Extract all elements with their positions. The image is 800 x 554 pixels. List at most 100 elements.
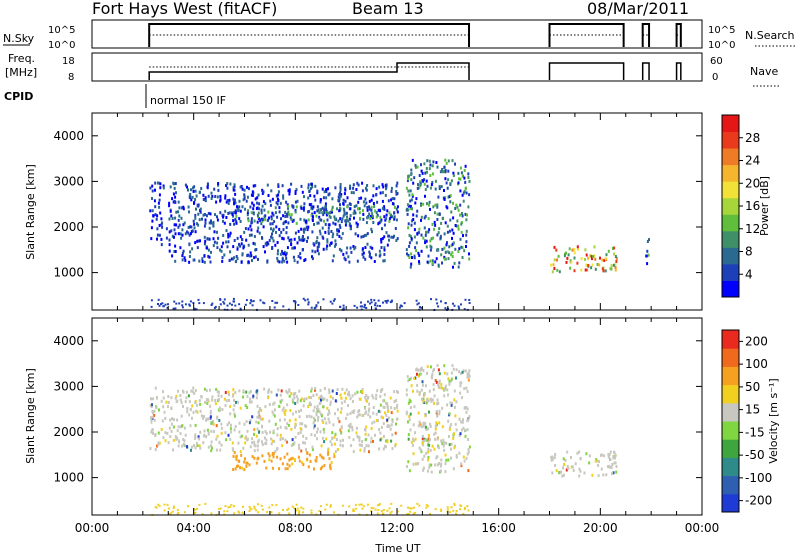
echo-cell	[189, 424, 192, 428]
echo-cell	[312, 215, 314, 219]
echo-cell	[431, 261, 434, 265]
echo-cell	[181, 300, 184, 303]
echo-cell	[395, 239, 398, 242]
echo-cell	[247, 243, 250, 247]
echo-cell	[396, 210, 399, 214]
echo-cell	[428, 463, 431, 467]
echo-cell	[319, 198, 322, 202]
echo-cell	[416, 383, 419, 387]
echo-cell	[253, 219, 256, 223]
echo-cell	[342, 198, 345, 202]
echo-cell	[343, 209, 346, 213]
echo-cell	[304, 441, 307, 445]
echo-cell	[188, 233, 191, 237]
echo-cell	[389, 213, 392, 217]
echo-cell	[310, 403, 312, 407]
echo-cell	[435, 298, 438, 301]
echo-cell	[329, 504, 332, 507]
velocity-colorbar-swatches	[722, 330, 739, 513]
echo-cell	[252, 241, 255, 245]
echo-cell	[340, 407, 343, 411]
echo-cell	[444, 221, 447, 225]
echo-cell	[204, 198, 207, 202]
echo-cell	[316, 418, 319, 422]
echo-cell	[458, 261, 461, 265]
echo-cell	[332, 423, 335, 427]
echo-cell	[152, 431, 155, 435]
echo-cell	[375, 412, 378, 416]
echo-cell	[410, 237, 413, 241]
echo-cell	[253, 505, 256, 508]
echo-cell	[177, 439, 180, 443]
echo-cell	[395, 184, 398, 188]
echo-cell	[435, 257, 438, 261]
echo-cell	[333, 442, 336, 446]
echo-cell	[222, 215, 225, 219]
echo-cell	[413, 405, 416, 409]
echo-cell	[301, 461, 304, 465]
echo-cell	[257, 217, 260, 221]
echo-cell	[356, 306, 359, 309]
echo-cell	[251, 201, 254, 205]
echo-cell	[168, 513, 171, 515]
echo-cell	[383, 444, 386, 448]
echo-cell	[150, 237, 153, 241]
echo-cell	[560, 470, 563, 474]
echo-cell	[190, 225, 193, 229]
echo-cell	[293, 392, 296, 396]
echo-cell	[277, 183, 280, 187]
echo-cell	[596, 263, 599, 266]
echo-cell	[308, 414, 311, 418]
echo-cell	[429, 239, 432, 243]
echo-cell	[595, 458, 598, 462]
colorbar-tick-label: 200	[745, 334, 768, 348]
echo-cell	[381, 191, 384, 195]
echo-cell	[191, 195, 194, 199]
echo-cell	[409, 235, 412, 238]
echo-cell	[272, 431, 275, 435]
echo-cell	[150, 397, 152, 401]
echo-cell	[232, 408, 235, 412]
echo-cell	[288, 458, 291, 462]
echo-cell	[433, 211, 436, 215]
echo-cell	[276, 427, 279, 431]
echo-cell	[188, 196, 191, 200]
echo-cell	[441, 247, 444, 251]
echo-cell	[233, 183, 236, 187]
echo-cell	[213, 307, 216, 309]
echo-cell	[450, 442, 453, 446]
echo-cell	[445, 181, 448, 185]
echo-cell	[251, 259, 253, 262]
echo-cell	[219, 303, 222, 306]
echo-cell	[457, 208, 460, 212]
echo-cell	[440, 509, 443, 512]
echo-cell	[353, 304, 356, 307]
echo-cell	[372, 221, 375, 224]
echo-cell	[196, 507, 199, 510]
nsearch-tick-top: 10^5	[708, 25, 735, 36]
echo-cell	[584, 268, 587, 272]
echo-cell	[194, 446, 197, 450]
echo-cell	[266, 259, 269, 263]
echo-cell	[410, 173, 413, 177]
echo-cell	[378, 503, 381, 505]
colorbar-tick-label: -15	[745, 425, 765, 439]
echo-cell	[258, 416, 261, 420]
echo-cell	[154, 386, 157, 390]
echo-cell	[313, 307, 316, 310]
echo-cell	[418, 260, 420, 264]
echo-cell	[427, 399, 430, 403]
echo-cell	[168, 217, 171, 221]
echo-cell	[239, 307, 242, 310]
echo-cell	[391, 215, 394, 219]
echo-cell	[171, 217, 174, 220]
echo-cell	[464, 369, 467, 373]
echo-cell	[187, 188, 189, 192]
echo-cell	[373, 205, 376, 209]
echo-cell	[562, 473, 565, 477]
echo-cell	[425, 427, 428, 431]
echo-cell	[173, 505, 175, 508]
echo-cell	[246, 394, 249, 398]
echo-cell	[187, 205, 190, 209]
echo-cell	[288, 189, 291, 193]
